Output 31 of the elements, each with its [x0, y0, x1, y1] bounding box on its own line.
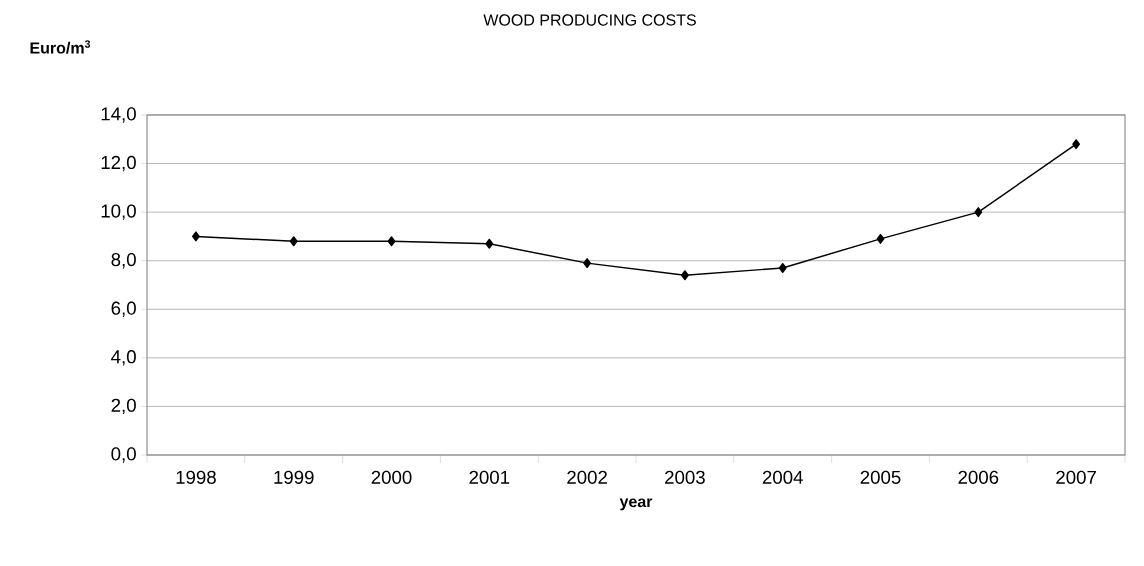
- x-tick-label: 1999: [274, 470, 314, 484]
- y-tick-label: 0,0: [111, 447, 136, 463]
- y-tick-label: 4,0: [111, 350, 136, 366]
- point: [583, 258, 592, 269]
- x-tick-label: 2006: [958, 470, 999, 484]
- point: [1072, 139, 1081, 150]
- point: [974, 207, 983, 218]
- x-axis-title: year: [619, 498, 653, 511]
- x-tick-label: 2007: [1056, 470, 1096, 484]
- x-tick-label: 1998: [176, 470, 216, 484]
- point: [485, 238, 494, 249]
- x-tick-label: 2005: [860, 470, 901, 484]
- y-tick-label: 6,0: [111, 301, 136, 317]
- y-tick-label: 14,0: [101, 107, 136, 123]
- y-tick-label: 2,0: [111, 398, 136, 415]
- point: [289, 236, 298, 247]
- x-tick-label: 2002: [567, 470, 607, 484]
- x-tick-label: 2000: [371, 470, 412, 484]
- x-tick-label: 2003: [665, 470, 705, 484]
- chart-title: WOOD PRODUCING COSTS: [483, 14, 696, 26]
- x-tick-label: 2001: [469, 470, 510, 484]
- point: [387, 236, 396, 247]
- point: [680, 270, 689, 281]
- y-tick-label: 10,0: [101, 204, 136, 220]
- x-tick-label: 2004: [762, 470, 803, 484]
- y-tick-label: 8,0: [111, 252, 136, 269]
- point: [191, 231, 200, 242]
- y-tick-label: 12,0: [101, 155, 136, 172]
- y-axis-title: Euro/m$^{3}$: [30, 40, 91, 54]
- point: [778, 262, 787, 273]
- point: [876, 233, 885, 244]
